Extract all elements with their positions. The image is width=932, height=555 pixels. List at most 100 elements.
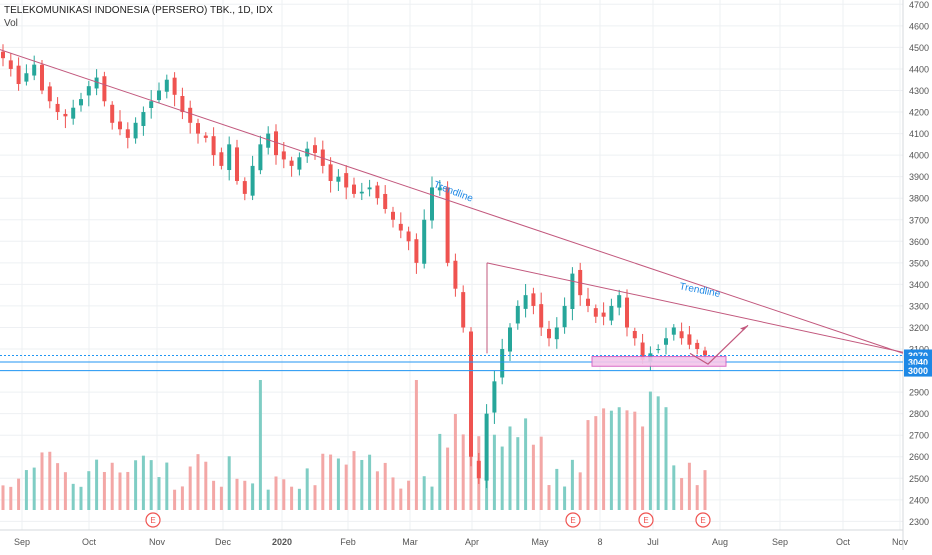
volume-bar <box>40 452 44 510</box>
y-tick-label: 4100 <box>909 129 929 139</box>
y-tick-label: 2900 <box>909 388 929 398</box>
volume-bar <box>17 478 21 510</box>
volume-bar <box>391 477 395 510</box>
candle-body <box>562 305 567 328</box>
volume-bar <box>633 411 637 510</box>
volume-bar <box>56 463 60 510</box>
trendline-2[interactable] <box>486 262 904 353</box>
candle-body <box>172 77 177 95</box>
candle-body <box>258 144 263 171</box>
x-tick-label: Jul <box>647 537 659 547</box>
earnings-marker[interactable]: E <box>638 512 654 528</box>
volume-bar <box>617 407 621 510</box>
volume-bar <box>430 486 434 510</box>
candle-body <box>102 76 107 102</box>
price-series <box>1 44 707 489</box>
candle-body <box>164 79 169 92</box>
volume-bar <box>500 446 504 510</box>
x-tick-label: Dec <box>215 537 232 547</box>
candle-body <box>250 165 255 196</box>
y-tick-label: 3400 <box>909 280 929 290</box>
candle-body <box>110 104 115 123</box>
candle-body <box>664 338 668 345</box>
x-tick-label: Apr <box>465 537 479 547</box>
y-tick-label: 2800 <box>909 409 929 419</box>
candle-body <box>695 342 700 350</box>
volume-bar <box>258 380 262 510</box>
volume-bar <box>375 471 379 510</box>
candle-body <box>328 164 333 181</box>
candle-body <box>703 350 707 356</box>
volume-bar <box>399 488 403 510</box>
volume-bar <box>555 468 559 510</box>
candle-body <box>196 123 200 134</box>
candle-body <box>266 133 271 148</box>
volume-bar <box>235 478 239 510</box>
volume-bar <box>282 479 286 510</box>
volume-bar <box>297 488 301 510</box>
candle-body <box>40 64 44 91</box>
candle-body <box>367 187 372 190</box>
projection-arrowhead <box>740 325 748 331</box>
candle-body <box>679 331 684 339</box>
candle-body <box>531 293 536 306</box>
candle-body <box>125 129 130 138</box>
candle-body <box>219 152 224 166</box>
candle-body <box>453 260 458 289</box>
support-zone-rect[interactable] <box>591 356 727 367</box>
earnings-circle <box>638 512 654 528</box>
candle-body <box>313 145 317 153</box>
volume-bar <box>63 472 67 510</box>
price-badge-label: 3040 <box>908 357 928 367</box>
volume-bar <box>453 413 457 510</box>
volume-bar <box>251 483 255 510</box>
x-tick-label: Oct <box>836 537 851 547</box>
earnings-marker[interactable]: E <box>695 512 711 528</box>
candle-body <box>71 107 76 119</box>
volume-bar <box>531 444 535 510</box>
y-tick-label: 2400 <box>909 495 929 505</box>
volume-bar <box>578 472 582 510</box>
candle-body <box>671 327 676 335</box>
volume-bar <box>609 410 613 510</box>
volume-bar <box>243 480 247 510</box>
candle-body <box>437 187 442 191</box>
x-tick-label: Oct <box>82 537 97 547</box>
volume-bar <box>656 396 660 510</box>
x-tick-label: Sep <box>772 537 788 547</box>
volume-bar <box>313 485 317 510</box>
earnings-label: E <box>570 516 575 525</box>
candle-body <box>344 173 349 188</box>
volume-bar <box>516 437 520 510</box>
candle-body <box>352 184 356 194</box>
candle-body <box>469 331 473 457</box>
candle-body <box>375 185 380 199</box>
earnings-marker[interactable]: E <box>565 512 581 528</box>
y-tick-label: 4200 <box>909 108 929 118</box>
volume-bar <box>368 454 372 510</box>
volume-bar <box>703 470 707 510</box>
earnings-circle <box>565 512 581 528</box>
y-tick-label: 3600 <box>909 237 929 247</box>
volume-bar <box>227 456 231 510</box>
candle-body <box>94 77 99 89</box>
candle-body <box>203 135 208 138</box>
volume-bar <box>118 472 122 510</box>
volume-bar <box>149 460 153 510</box>
candle-body <box>609 305 614 321</box>
volume-bar <box>360 459 364 510</box>
x-tick-label: Sep <box>14 537 30 547</box>
earnings-marker[interactable]: E <box>145 512 161 528</box>
volume-bar <box>695 485 699 510</box>
candle-body <box>1 51 5 59</box>
x-tick-label: Nov <box>892 537 909 547</box>
candle-body <box>63 113 68 117</box>
y-tick-label: 3700 <box>909 215 929 225</box>
candle-body <box>289 160 294 166</box>
volume-bar <box>126 471 130 510</box>
volume-bar <box>687 462 691 510</box>
trendline-1[interactable] <box>0 49 904 354</box>
candle-body <box>359 191 364 194</box>
projection-path[interactable] <box>689 324 749 365</box>
